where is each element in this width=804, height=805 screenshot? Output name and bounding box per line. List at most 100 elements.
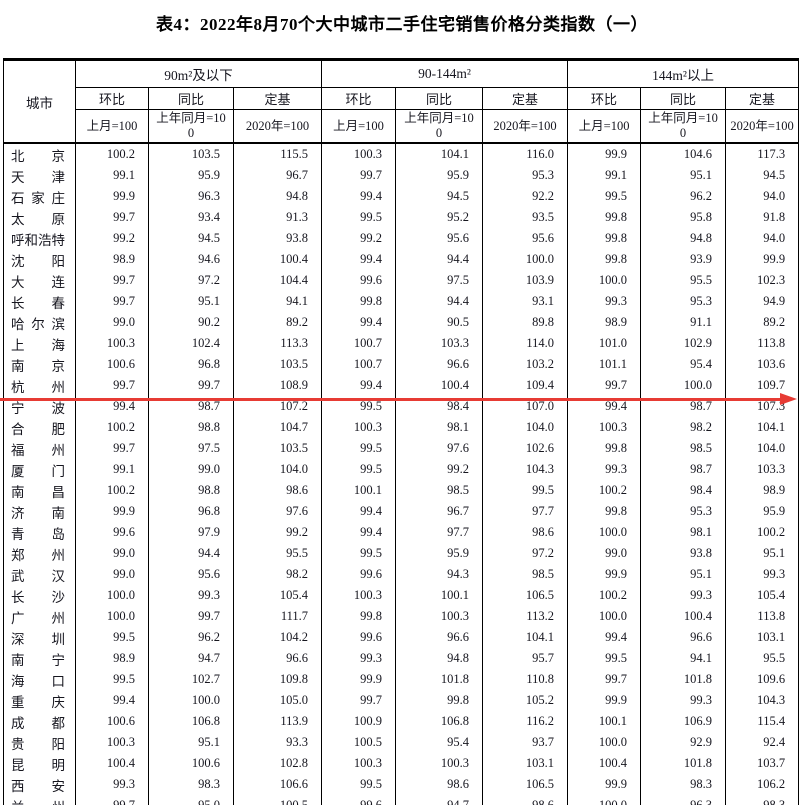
table-row: 呼和浩特 99.2 94.5 93.8 99.2 95.6 95.6 99.8 94.8 94.0 (3, 228, 800, 249)
table-row: 济南 99.9 96.8 97.6 99.4 96.7 97.7 99.8 95.3 95.9 (3, 501, 800, 522)
value-cell: 99.8 (567, 228, 642, 249)
table-row: 重庆 99.4 100.0 105.0 99.7 99.8 105.2 99.9 99.3 104… (3, 690, 800, 711)
value-cell: 98.5 (482, 564, 569, 585)
value-cell: 100.4 (395, 375, 484, 396)
value-cell: 95.1 (725, 543, 800, 564)
value-cell: 99.2 (321, 228, 397, 249)
value-cell: 99.0 (567, 543, 642, 564)
value-cell: 99.2 (75, 228, 149, 249)
value-cell: 109.7 (725, 375, 800, 396)
value-cell: 95.9 (148, 165, 234, 186)
value-cell: 100.0 (567, 270, 642, 291)
col-header-yoy: 同比 (640, 87, 727, 110)
city-name: 青岛 (3, 522, 76, 543)
value-cell: 99.8 (567, 249, 642, 270)
value-cell: 99.3 (640, 690, 727, 711)
value-cell: 95.3 (640, 501, 727, 522)
value-cell: 93.5 (482, 207, 569, 228)
value-cell: 109.4 (482, 375, 569, 396)
table-row: 哈尔滨 99.0 90.2 89.2 99.4 90.5 89.8 98.9 91.1 89.2 (3, 312, 800, 333)
col-header-fixed-base: 定基 (232, 87, 323, 110)
table-row: 南京 100.6 96.8 103.5 100.7 96.6 103.2 101.1 95.4 1… (3, 354, 800, 375)
city-name: 宁波 (3, 396, 76, 417)
col-header-mom: 环比 (75, 87, 149, 110)
value-cell: 99.5 (321, 543, 397, 564)
table-row: 石家庄 99.9 96.3 94.8 99.4 94.5 92.2 99.5 96.2 94.0 (3, 186, 800, 207)
value-cell: 99.8 (321, 606, 397, 627)
value-cell: 97.5 (395, 270, 484, 291)
value-cell: 113.2 (482, 606, 569, 627)
value-cell: 95.6 (395, 228, 484, 249)
city-name: 北京 (3, 143, 76, 165)
value-cell: 99.0 (75, 564, 149, 585)
value-cell: 103.5 (148, 143, 234, 165)
value-cell: 99.4 (321, 249, 397, 270)
value-cell: 99.8 (395, 690, 484, 711)
base-header-2020: 2020年=100 (482, 109, 569, 144)
table-row: 西安 99.3 98.3 106.6 99.5 98.6 106.5 99.9 98.3 106.… (3, 774, 800, 795)
value-cell: 103.1 (482, 753, 569, 774)
value-cell: 95.1 (640, 165, 727, 186)
col-header-yoy: 同比 (148, 87, 234, 110)
value-cell: 97.6 (232, 501, 323, 522)
value-cell: 98.9 (75, 249, 149, 270)
value-cell: 99.8 (321, 291, 397, 312)
value-cell: 104.0 (232, 459, 323, 480)
value-cell: 100.1 (567, 711, 642, 732)
value-cell: 102.3 (725, 270, 800, 291)
value-cell: 96.2 (148, 627, 234, 648)
value-cell: 99.7 (75, 375, 149, 396)
value-cell: 99.0 (75, 543, 149, 564)
value-cell: 99.7 (148, 375, 234, 396)
value-cell: 99.7 (321, 165, 397, 186)
value-cell: 106.9 (640, 711, 727, 732)
city-name: 深圳 (3, 627, 76, 648)
value-cell: 99.9 (567, 690, 642, 711)
value-cell: 103.2 (482, 354, 569, 375)
value-cell: 92.4 (725, 732, 800, 753)
value-cell: 99.8 (567, 438, 642, 459)
city-name: 兰州 (3, 795, 76, 805)
city-column-header: 城市 (3, 59, 76, 144)
city-name: 太原 (3, 207, 76, 228)
value-cell: 96.3 (148, 186, 234, 207)
value-cell: 102.6 (482, 438, 569, 459)
value-cell: 99.3 (640, 585, 727, 606)
col-header-fixed-base: 定基 (725, 87, 800, 110)
city-name: 合肥 (3, 417, 76, 438)
value-cell: 92.2 (482, 186, 569, 207)
value-cell: 115.4 (725, 711, 800, 732)
value-cell: 105.2 (482, 690, 569, 711)
value-cell: 107.0 (482, 396, 569, 417)
value-cell: 100.0 (148, 690, 234, 711)
base-header-prev-year: 上年同月=100 (148, 109, 234, 144)
value-cell: 99.0 (148, 459, 234, 480)
value-cell: 102.9 (640, 333, 727, 354)
value-cell: 94.5 (725, 165, 800, 186)
value-cell: 111.7 (232, 606, 323, 627)
value-cell: 99.7 (567, 669, 642, 690)
city-name: 南宁 (3, 648, 76, 669)
table-row: 郑州 99.0 94.4 95.5 99.5 95.9 97.2 99.0 93.8 95.1 (3, 543, 800, 564)
price-index-table: 城市 90m²及以下 90-144m² 144m²以上 环比 同比 定基 环比 … (3, 58, 800, 805)
value-cell: 91.3 (232, 207, 323, 228)
value-cell: 99.1 (75, 459, 149, 480)
value-cell: 98.7 (148, 396, 234, 417)
value-cell: 99.3 (321, 648, 397, 669)
city-name: 上海 (3, 333, 76, 354)
value-cell: 113.3 (232, 333, 323, 354)
value-cell: 95.6 (148, 564, 234, 585)
value-cell: 105.0 (232, 690, 323, 711)
value-cell: 93.8 (640, 543, 727, 564)
sub-header-row: 环比 同比 定基 环比 同比 定基 环比 同比 定基 (4, 87, 800, 110)
value-cell: 94.8 (640, 228, 727, 249)
value-cell: 94.6 (148, 249, 234, 270)
value-cell: 104.4 (232, 270, 323, 291)
value-cell: 107.2 (232, 396, 323, 417)
value-cell: 99.7 (148, 606, 234, 627)
value-cell: 92.9 (640, 732, 727, 753)
table-row: 合肥 100.2 98.8 104.7 100.3 98.1 104.0 100.3 98.2 1… (3, 417, 800, 438)
value-cell: 105.4 (232, 585, 323, 606)
